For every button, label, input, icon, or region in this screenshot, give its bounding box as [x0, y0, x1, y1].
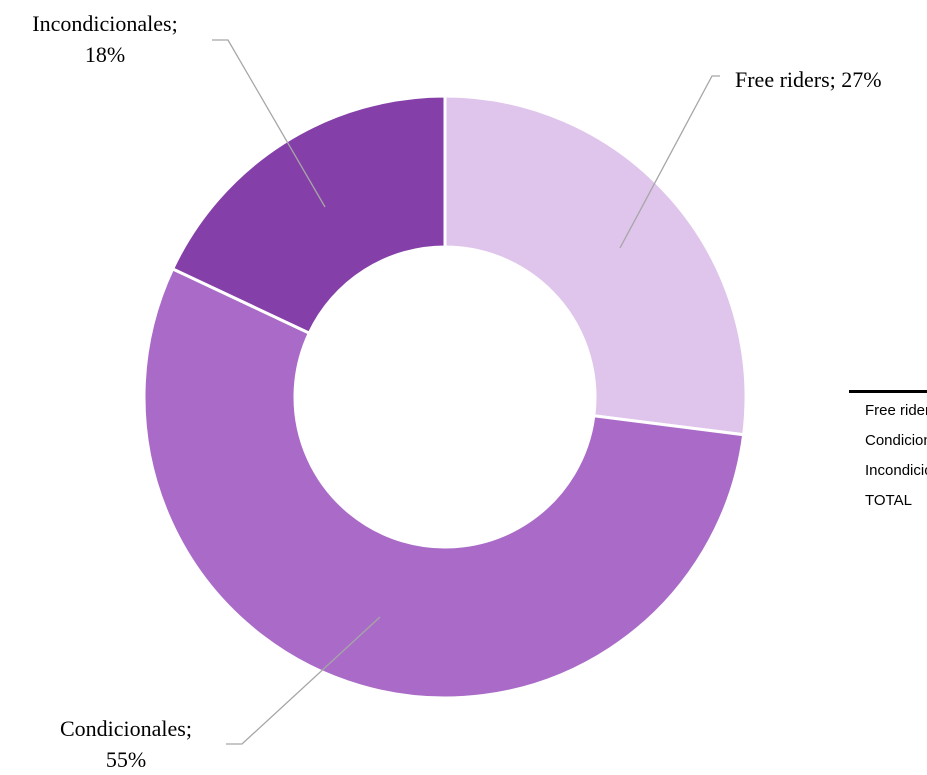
side-table-row-free-riders: Free riders — [865, 402, 927, 419]
slices-group — [142, 94, 748, 700]
side-table-row-total: TOTAL — [865, 492, 912, 509]
slice-condicionales — [142, 266, 746, 700]
leader-lines-group — [212, 39, 720, 745]
side-table: Free riders Condicionales Incondicionale… — [849, 390, 927, 516]
side-table-row-incondicionales: Incondicionales — [865, 462, 927, 479]
side-table-row-condicionales: Condicionales — [865, 432, 927, 449]
leader-line-incondicionales — [212, 39, 326, 208]
data-label-incondicionales: Incondicionales; 18% — [32, 11, 177, 67]
slice-incondicionales — [170, 94, 447, 336]
data-labels-group: Free riders; 27% Condicionales; 55% Incondi… — [32, 11, 881, 772]
leader-line-free-riders — [619, 75, 720, 249]
leader-line-condicionales — [226, 616, 381, 745]
data-label-condicionales: Condicionales; 55% — [60, 716, 192, 772]
slice-free-riders — [443, 94, 748, 437]
data-label-free-riders: Free riders; 27% — [735, 67, 882, 92]
